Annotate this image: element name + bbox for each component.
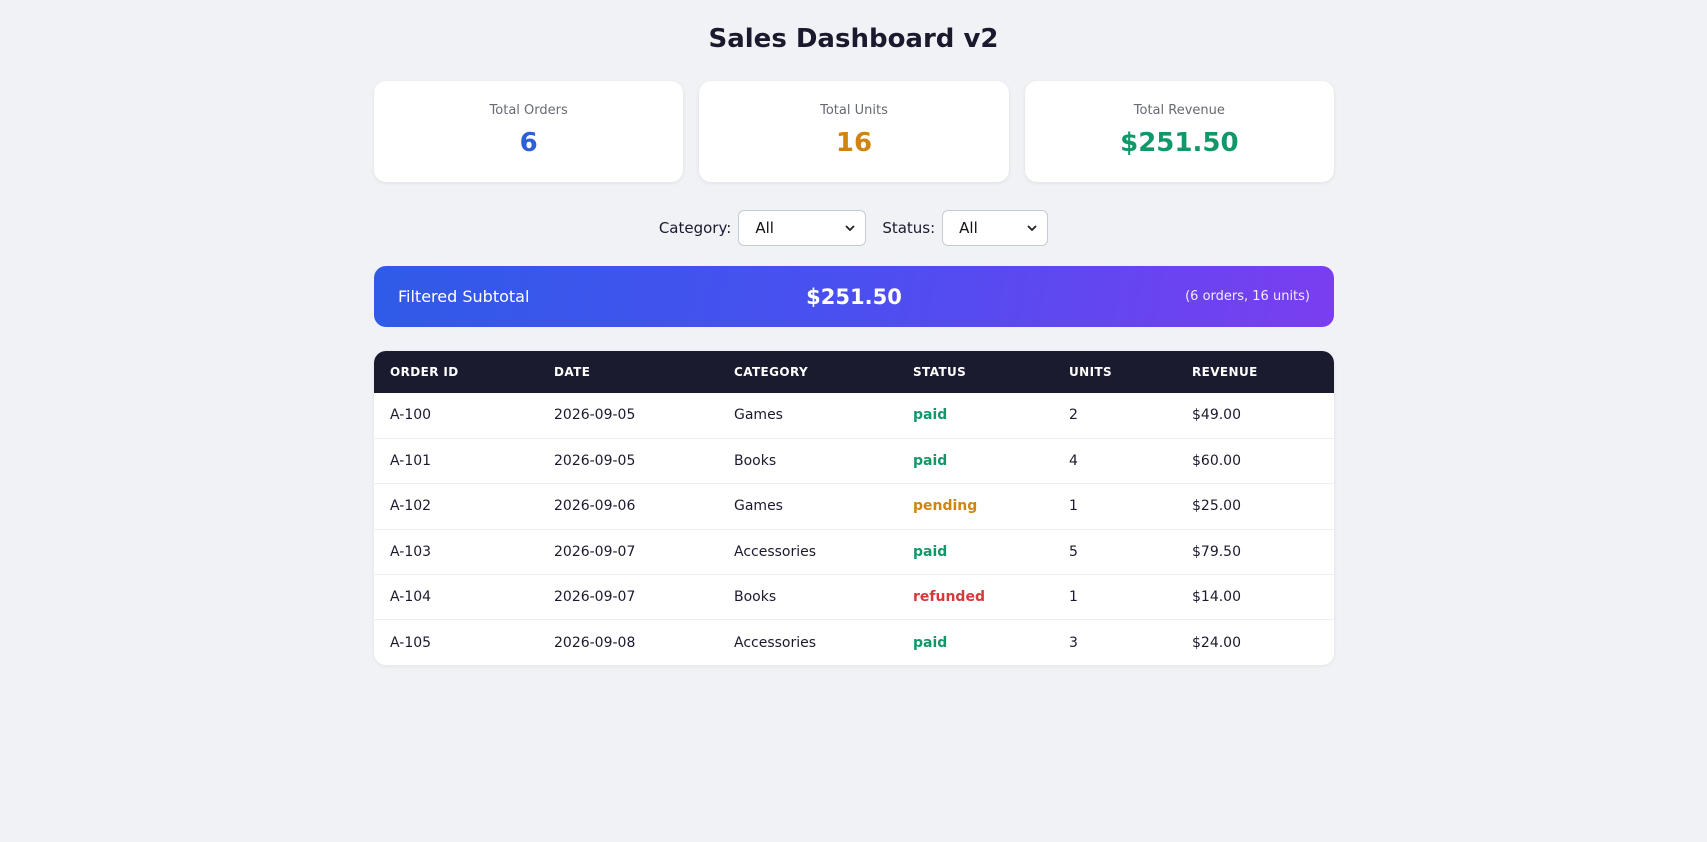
chevron-down-icon xyxy=(1027,225,1037,232)
subtotal-label: Filtered Subtotal xyxy=(398,287,530,306)
card-total-orders: Total Orders 6 xyxy=(374,81,684,182)
cell-date: 2026-09-06 xyxy=(554,498,636,515)
cell-category: Books xyxy=(734,589,777,606)
status-filter-label: Status: xyxy=(882,219,936,237)
chevron-down-icon xyxy=(845,225,855,232)
cell-units: 3 xyxy=(1069,634,1078,651)
table-header-row: ORDER ID DATE CATEGORY STATUS UNITS REVE… xyxy=(374,351,1334,393)
table-row: A-104 2026-09-07 Books refunded 1 $14.00 xyxy=(374,574,1334,620)
status-select-value: All xyxy=(959,219,978,237)
card-total-revenue: Total Revenue $251.50 xyxy=(1024,81,1334,182)
cell-status: pending xyxy=(913,498,978,515)
category-select-value: All xyxy=(755,219,774,237)
cell-date: 2026-09-07 xyxy=(554,543,636,560)
status-select[interactable]: All xyxy=(942,210,1049,246)
cell-revenue: $24.00 xyxy=(1192,634,1241,651)
card-label: Total Orders xyxy=(489,103,568,118)
table-row: A-101 2026-09-05 Books paid 4 $60.00 xyxy=(374,438,1334,483)
cell-category: Accessories xyxy=(734,543,817,560)
table-body: A-100 2026-09-05 Games paid 2 $49.00 A-101 2026… xyxy=(374,393,1334,665)
cell-revenue: $25.00 xyxy=(1192,498,1241,515)
table-row: A-100 2026-09-05 Games paid 2 $49.00 xyxy=(374,393,1334,438)
cell-status: paid xyxy=(913,543,948,560)
category-filter-label: Category: xyxy=(658,219,732,237)
filters-bar: Category: All Status: All xyxy=(0,210,1707,246)
subtotal-amount: $251.50 xyxy=(806,284,902,309)
cell-category: Games xyxy=(734,407,783,424)
cell-category: Books xyxy=(734,453,777,470)
card-label: Total Units xyxy=(820,103,888,118)
cell-status: paid xyxy=(913,407,948,424)
card-total-units: Total Units 16 xyxy=(699,81,1009,182)
orders-table: ORDER ID DATE CATEGORY STATUS UNITS REVE… xyxy=(374,351,1334,666)
column-header-status[interactable]: STATUS xyxy=(913,365,967,379)
cell-date: 2026-09-05 xyxy=(554,453,636,470)
summary-cards: Total Orders 6 Total Units 16 Total Reve… xyxy=(374,81,1334,182)
cell-order-id: A-105 xyxy=(390,634,432,651)
cell-units: 4 xyxy=(1069,453,1078,470)
cell-order-id: A-100 xyxy=(390,407,432,424)
cell-units: 1 xyxy=(1069,498,1078,515)
column-header-order-id[interactable]: ORDER ID xyxy=(390,365,459,379)
column-header-revenue[interactable]: REVENUE xyxy=(1192,365,1258,379)
card-value: 16 xyxy=(835,128,873,158)
card-label: Total Revenue xyxy=(1133,103,1225,118)
cell-units: 2 xyxy=(1069,407,1078,424)
filtered-subtotal-banner: Filtered Subtotal $251.50 (6 orders, 16 … xyxy=(374,266,1334,327)
table-row: A-103 2026-09-07 Accessories paid 5 $79.50 xyxy=(374,529,1334,574)
cell-revenue: $49.00 xyxy=(1192,407,1241,424)
card-value: 6 xyxy=(519,128,538,158)
cell-units: 5 xyxy=(1069,543,1078,560)
table-row: A-105 2026-09-08 Accessories paid 3 $24.00 xyxy=(374,619,1334,665)
cell-units: 1 xyxy=(1069,589,1078,606)
cell-date: 2026-09-08 xyxy=(554,634,636,651)
cell-order-id: A-103 xyxy=(390,543,432,560)
column-header-category[interactable]: CATEGORY xyxy=(734,365,809,379)
cell-revenue: $14.00 xyxy=(1192,589,1241,606)
cell-date: 2026-09-07 xyxy=(554,589,636,606)
cell-category: Games xyxy=(734,498,783,515)
subtotal-meta: (6 orders, 16 units) xyxy=(1185,289,1310,304)
cell-order-id: A-102 xyxy=(390,498,432,515)
cell-date: 2026-09-05 xyxy=(554,407,636,424)
column-header-units[interactable]: UNITS xyxy=(1069,365,1113,379)
cell-status: paid xyxy=(913,453,948,470)
cell-category: Accessories xyxy=(734,634,817,651)
cell-order-id: A-104 xyxy=(390,589,432,606)
cell-order-id: A-101 xyxy=(390,453,432,470)
table-row: A-102 2026-09-06 Games pending 1 $25.00 xyxy=(374,483,1334,529)
card-value: $251.50 xyxy=(1120,128,1239,158)
cell-status: paid xyxy=(913,634,948,651)
category-select[interactable]: All xyxy=(738,210,867,246)
cell-status: refunded xyxy=(913,589,985,606)
cell-revenue: $79.50 xyxy=(1192,543,1241,560)
cell-revenue: $60.00 xyxy=(1192,453,1241,470)
page-title: Sales Dashboard v2 xyxy=(708,24,999,54)
column-header-date[interactable]: DATE xyxy=(554,365,591,379)
